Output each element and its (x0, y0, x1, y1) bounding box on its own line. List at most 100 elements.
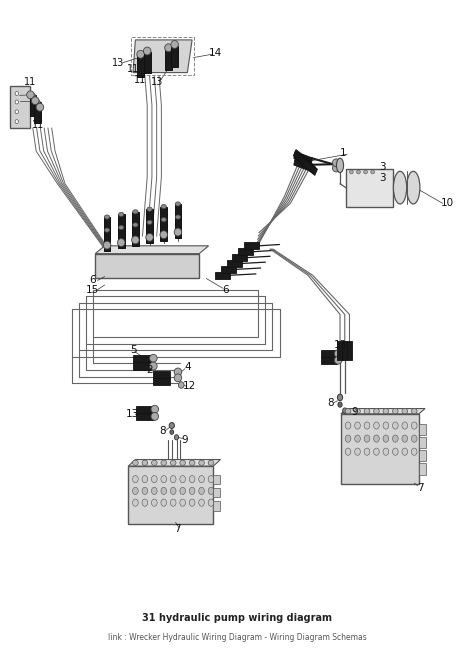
Ellipse shape (180, 499, 185, 506)
Bar (302, 159, 318, 176)
Bar (215, 272, 230, 279)
Bar (160, 219, 167, 240)
Ellipse shape (118, 225, 124, 230)
Ellipse shape (411, 422, 417, 429)
Ellipse shape (199, 476, 204, 483)
Text: link : Wrecker Hydraulic Wiring Diagram - Wiring Diagram Schemas: link : Wrecker Hydraulic Wiring Diagram … (108, 633, 366, 643)
Ellipse shape (35, 100, 40, 104)
Bar (118, 227, 125, 248)
Text: 13: 13 (112, 58, 124, 67)
Bar (299, 155, 314, 172)
Ellipse shape (133, 499, 138, 506)
Ellipse shape (142, 487, 148, 495)
Ellipse shape (402, 422, 408, 429)
Ellipse shape (364, 170, 367, 174)
Bar (238, 248, 253, 255)
Bar (34, 102, 41, 123)
Bar (321, 350, 337, 357)
Ellipse shape (170, 499, 176, 506)
Bar (118, 214, 125, 235)
Ellipse shape (152, 476, 157, 483)
Ellipse shape (180, 476, 185, 483)
Ellipse shape (175, 215, 181, 219)
Ellipse shape (152, 487, 157, 495)
Text: 9: 9 (351, 407, 357, 417)
Ellipse shape (355, 422, 360, 429)
Ellipse shape (402, 435, 408, 442)
Ellipse shape (180, 460, 185, 466)
Bar (132, 225, 139, 246)
Bar (134, 362, 152, 369)
Ellipse shape (104, 215, 109, 219)
Bar (301, 157, 316, 174)
Ellipse shape (383, 422, 389, 429)
Ellipse shape (150, 362, 157, 370)
Ellipse shape (171, 41, 178, 48)
Ellipse shape (349, 170, 353, 174)
Ellipse shape (374, 448, 379, 455)
Ellipse shape (152, 499, 157, 506)
Ellipse shape (393, 172, 407, 204)
Ellipse shape (374, 435, 379, 442)
Text: 10: 10 (441, 198, 454, 208)
Text: 6: 6 (90, 276, 96, 286)
Ellipse shape (392, 448, 398, 455)
Bar (346, 169, 393, 206)
Ellipse shape (15, 92, 18, 96)
Ellipse shape (407, 172, 420, 204)
Text: 5: 5 (130, 345, 137, 356)
Bar (342, 341, 347, 360)
Text: 11: 11 (127, 64, 139, 74)
Ellipse shape (104, 228, 109, 233)
Ellipse shape (345, 435, 351, 442)
Ellipse shape (133, 476, 138, 483)
Ellipse shape (345, 422, 351, 429)
Ellipse shape (161, 217, 166, 222)
Bar (104, 217, 110, 238)
Text: 1: 1 (340, 148, 346, 158)
Ellipse shape (199, 499, 204, 506)
Text: 3: 3 (379, 174, 386, 183)
Bar (95, 253, 199, 278)
Ellipse shape (199, 460, 204, 466)
Bar (213, 500, 220, 510)
Bar (132, 212, 139, 233)
Bar (321, 356, 337, 364)
Bar (419, 463, 426, 475)
Ellipse shape (411, 435, 417, 442)
Ellipse shape (118, 238, 125, 246)
Ellipse shape (178, 382, 184, 388)
Ellipse shape (392, 422, 398, 429)
Ellipse shape (402, 409, 408, 414)
Bar (134, 354, 152, 362)
Ellipse shape (355, 435, 360, 442)
Bar (165, 49, 172, 70)
Bar (160, 206, 167, 227)
Bar (227, 260, 242, 267)
Ellipse shape (142, 476, 148, 483)
Ellipse shape (337, 159, 344, 173)
Text: 4: 4 (184, 362, 191, 372)
Bar (136, 405, 154, 413)
Ellipse shape (374, 422, 379, 429)
Ellipse shape (208, 487, 214, 495)
Bar (146, 222, 153, 243)
Bar (128, 466, 213, 523)
Bar (295, 151, 310, 168)
Bar (174, 217, 181, 238)
Ellipse shape (30, 94, 36, 98)
Ellipse shape (402, 448, 408, 455)
Text: 13: 13 (333, 340, 346, 350)
Ellipse shape (133, 460, 138, 466)
Ellipse shape (334, 356, 342, 364)
Ellipse shape (150, 354, 157, 362)
Text: 8: 8 (159, 426, 165, 436)
Bar (419, 437, 426, 449)
Text: 7: 7 (173, 524, 180, 534)
Ellipse shape (15, 110, 18, 114)
Ellipse shape (118, 212, 124, 217)
Polygon shape (95, 246, 209, 253)
Text: 11: 11 (24, 77, 36, 87)
Text: 2: 2 (146, 365, 153, 375)
Ellipse shape (133, 487, 138, 495)
